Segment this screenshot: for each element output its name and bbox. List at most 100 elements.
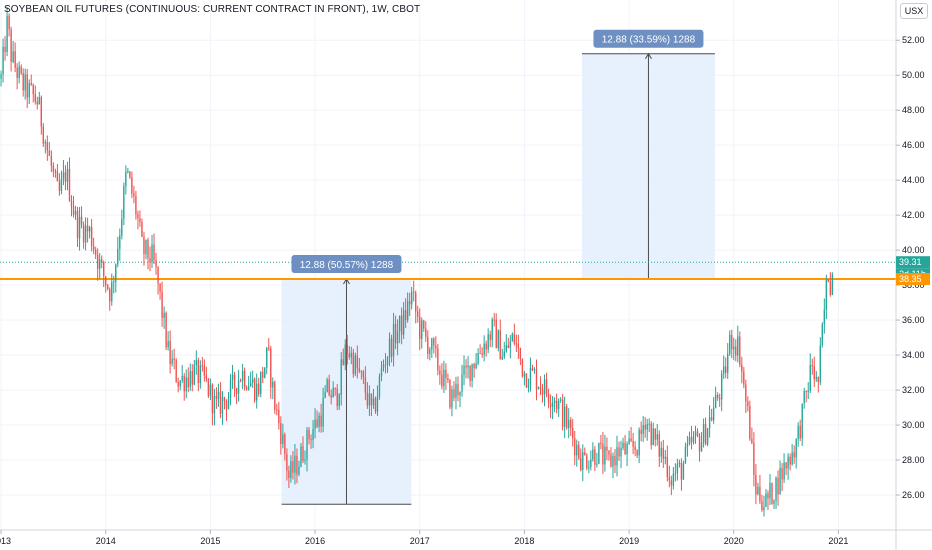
candle-body (276, 409, 278, 411)
price-tick-label: 50.00 (902, 70, 925, 80)
measure-label-bg (593, 29, 704, 48)
candle-body (640, 429, 642, 434)
price-tick-label: 32.00 (902, 385, 925, 395)
candle-body (771, 483, 773, 504)
candle-body (785, 462, 787, 469)
candle-body (320, 415, 322, 427)
candle-body (111, 282, 113, 302)
candle-body (700, 442, 703, 452)
candle-body (117, 248, 119, 265)
candle-body (596, 463, 598, 465)
candle-body (417, 311, 419, 317)
candle-body (133, 193, 135, 197)
candle-body (610, 454, 612, 467)
price-tick-label: 52.00 (902, 35, 925, 45)
candle-body (326, 379, 328, 393)
candle-body (18, 66, 20, 79)
candle-body (2, 46, 4, 75)
candle-body (437, 348, 439, 371)
candle-body (66, 168, 69, 182)
candle-body (199, 365, 202, 384)
candle-body (674, 473, 677, 475)
candle-body (421, 320, 423, 340)
candle-body (809, 364, 811, 391)
candle-body (268, 347, 270, 349)
time-axis[interactable]: 2013 2014 2015 2016 2017 2018 2019 2020 2021 (0, 529, 932, 546)
candle-body (668, 477, 671, 481)
candles (0, 6, 834, 517)
candle-body (608, 450, 610, 455)
candle-body (745, 384, 747, 402)
candle-body (388, 338, 391, 358)
candle-body (588, 466, 590, 469)
candle-body (139, 217, 141, 222)
candle-body (787, 456, 789, 469)
candle-body (559, 399, 562, 401)
candle-body (501, 357, 503, 360)
candle-body (402, 310, 405, 335)
candle-body (727, 353, 729, 373)
candle-body (141, 221, 143, 237)
candle-body (266, 347, 268, 368)
candle-body (237, 380, 240, 394)
candle-body (304, 459, 306, 461)
candle-body (801, 403, 803, 439)
candle-body (505, 345, 507, 352)
candle-body (739, 336, 741, 365)
candle-body (159, 283, 161, 292)
candle-body (404, 310, 407, 321)
candle-body (298, 466, 300, 475)
candle-body (368, 393, 371, 406)
candle-body (706, 428, 709, 445)
candle-body (380, 368, 383, 377)
candle-body (513, 333, 516, 344)
candle-body (445, 369, 447, 379)
candle-body (600, 442, 602, 445)
candle-body (479, 353, 481, 355)
candle-body (161, 291, 163, 318)
candle-body (465, 365, 467, 368)
candle-body (394, 323, 397, 344)
candle-body (44, 142, 47, 144)
candle-body (386, 357, 389, 365)
currency-button[interactable]: USX (900, 3, 928, 19)
candle-body (366, 392, 369, 406)
candle-body (98, 259, 101, 269)
candle-body (519, 348, 522, 359)
candle-body (797, 426, 799, 440)
candle-body (461, 374, 463, 392)
candle-body (171, 358, 173, 365)
candle-body (731, 334, 733, 350)
candle-body (441, 374, 443, 387)
price-tick-label: 42.00 (902, 210, 925, 220)
candle-body (308, 429, 310, 440)
time-tick-label: 2019 (619, 536, 639, 546)
candle-body (704, 423, 707, 445)
candle-body (549, 402, 552, 408)
candle-body (10, 29, 12, 62)
candle-body (330, 395, 332, 398)
candle-body (296, 455, 298, 475)
candle-body (557, 400, 560, 409)
candle-body (710, 417, 713, 421)
candle-body (197, 360, 200, 384)
candle-body (374, 398, 377, 412)
candle-body (167, 340, 169, 348)
candle-body (203, 365, 206, 376)
candle-body (205, 375, 208, 379)
candle-body (678, 462, 681, 465)
candle-body (109, 288, 111, 302)
candle-body (664, 456, 667, 459)
candle-body (698, 435, 701, 452)
candle-body (563, 406, 566, 427)
candle-body (523, 373, 526, 377)
candle-body (718, 398, 721, 400)
candle-body (547, 393, 550, 403)
candle-body (258, 383, 260, 394)
candle-body (527, 385, 530, 388)
candle-body (14, 51, 16, 68)
candle-body (733, 346, 735, 350)
candle-body (567, 419, 570, 428)
candle-body (642, 424, 644, 434)
